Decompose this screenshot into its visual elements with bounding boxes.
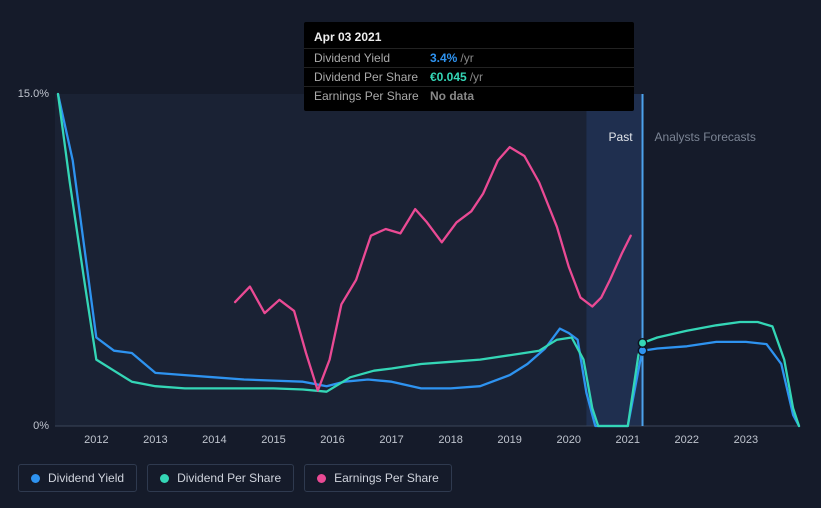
- x-axis-label: 2012: [84, 434, 108, 446]
- legend-item-dividend_yield[interactable]: Dividend Yield: [18, 464, 137, 492]
- past-region-label: Past: [609, 130, 633, 144]
- legend-item-earnings_per_share[interactable]: Earnings Per Share: [304, 464, 452, 492]
- tooltip-row: Earnings Per ShareNo data: [304, 86, 634, 105]
- chart-area: 15.0%0% PastAnalysts Forecasts: [0, 94, 821, 426]
- tooltip-row: Dividend Yield3.4%/yr: [304, 48, 634, 67]
- x-axis-label: 2022: [675, 434, 699, 446]
- tooltip-label: Dividend Per Share: [314, 70, 430, 84]
- chart-tooltip: Apr 03 2021 Dividend Yield3.4%/yrDividen…: [304, 22, 634, 111]
- x-axis-label: 2018: [438, 434, 462, 446]
- legend-item-dividend_per_share[interactable]: Dividend Per Share: [147, 464, 294, 492]
- x-axis-label: 2014: [202, 434, 226, 446]
- tooltip-unit: /yr: [470, 70, 483, 84]
- tooltip-value: €0.045: [430, 70, 467, 84]
- x-axis-label: 2013: [143, 434, 167, 446]
- legend-label: Dividend Yield: [48, 471, 124, 485]
- legend-swatch: [317, 474, 326, 483]
- legend-swatch: [160, 474, 169, 483]
- x-axis: 2012 2013 2014 2015 2016 2017 2018 2019 2020 2021…: [55, 428, 799, 448]
- legend-label: Dividend Per Share: [177, 471, 281, 485]
- x-axis-label: 2017: [379, 434, 403, 446]
- tooltip-label: Dividend Yield: [314, 51, 430, 65]
- y-axis-label: 0%: [33, 420, 49, 432]
- x-axis-label: 2019: [497, 434, 521, 446]
- legend-label: Earnings Per Share: [334, 471, 439, 485]
- tooltip-unit: /yr: [460, 51, 473, 65]
- chart-plot[interactable]: 15.0%0% PastAnalysts Forecasts: [55, 94, 799, 426]
- tooltip-value: 3.4%: [430, 51, 457, 65]
- tooltip-date: Apr 03 2021: [304, 28, 634, 48]
- legend: Dividend Yield Dividend Per Share Earnings…: [18, 464, 452, 492]
- x-axis-label: 2016: [320, 434, 344, 446]
- forecast-region-label: Analysts Forecasts: [655, 130, 756, 144]
- x-axis-label: 2023: [734, 434, 758, 446]
- x-axis-label: 2015: [261, 434, 285, 446]
- tooltip-value: No data: [430, 89, 474, 103]
- y-axis-label: 15.0%: [18, 88, 49, 100]
- tooltip-row: Dividend Per Share€0.045/yr: [304, 67, 634, 86]
- x-axis-label: 2020: [556, 434, 580, 446]
- tooltip-label: Earnings Per Share: [314, 89, 430, 103]
- legend-swatch: [31, 474, 40, 483]
- x-axis-label: 2021: [616, 434, 640, 446]
